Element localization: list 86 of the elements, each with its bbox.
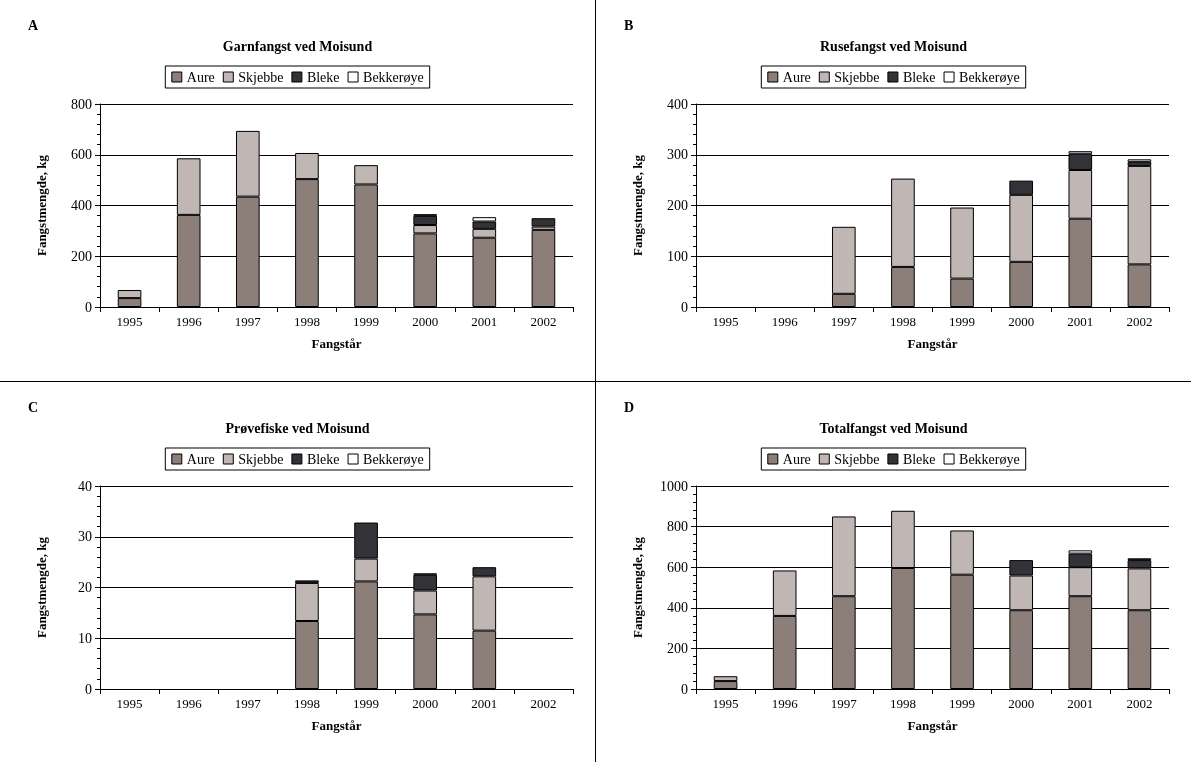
x-axis-title: Fangstår xyxy=(907,718,958,733)
legend-label: Bekkerøye xyxy=(363,69,424,85)
x-tick-label: 1995 xyxy=(116,314,143,329)
y-tick-label: 0 xyxy=(681,299,688,315)
y-axis-title: Fangstmengde, kg xyxy=(34,536,49,639)
x-axis-title: Fangstår xyxy=(907,336,958,351)
x-tick-label: 2000 xyxy=(1008,696,1035,711)
y-tick-label: 10 xyxy=(78,630,92,646)
y-tick-label: 40 xyxy=(78,478,92,494)
legend-label: Aure xyxy=(186,69,215,85)
legend-label: Bekkerøye xyxy=(959,69,1020,85)
legend-label: Bleke xyxy=(902,451,936,467)
x-tick-label: 1998 xyxy=(889,314,916,329)
legend-label: Skjebbe xyxy=(238,69,284,85)
y-tick-label: 30 xyxy=(78,529,92,545)
legend-label: Bleke xyxy=(306,451,340,467)
x-tick-label: 1996 xyxy=(175,696,203,711)
y-tick-label: 1000 xyxy=(660,478,688,494)
legend-label: Aure xyxy=(186,451,215,467)
text: A xyxy=(28,18,39,34)
y-tick-label: 600 xyxy=(667,559,688,575)
y-axis-title: Fangstmengde, kg xyxy=(630,154,645,257)
x-axis-title: Fangstår xyxy=(311,336,362,351)
text: D xyxy=(624,400,635,416)
y-tick-label: 600 xyxy=(71,147,92,163)
text: C xyxy=(28,400,39,416)
y-tick-label: 0 xyxy=(85,299,92,315)
x-tick-label: 1997 xyxy=(234,314,262,329)
x-tick-label: 2002 xyxy=(1126,696,1153,711)
x-tick-label: 2001 xyxy=(1067,314,1094,329)
x-tick-label: 1995 xyxy=(116,696,143,711)
bar xyxy=(531,218,556,227)
x-tick-label: 1996 xyxy=(771,696,799,711)
y-tick-label: 200 xyxy=(667,640,688,656)
x-tick-label: 2001 xyxy=(471,696,498,711)
x-tick-label: 2000 xyxy=(412,314,439,329)
y-tick-label: 100 xyxy=(667,248,688,264)
y-axis-title: Fangstmengde, kg xyxy=(630,536,645,639)
y-tick-label: 300 xyxy=(667,147,688,163)
x-tick-label: 2002 xyxy=(1126,314,1153,329)
y-tick-label: 400 xyxy=(667,96,688,112)
legend-label: Skjebbe xyxy=(238,451,284,467)
x-tick-label: 1995 xyxy=(712,314,739,329)
y-tick-label: 800 xyxy=(667,519,688,535)
x-tick-label: 2002 xyxy=(530,696,557,711)
legend-label: Bleke xyxy=(902,69,936,85)
x-tick-label: 1996 xyxy=(771,314,799,329)
x-axis-title: Fangstår xyxy=(311,718,362,733)
x-tick-label: 2000 xyxy=(412,696,439,711)
x-tick-label: 1997 xyxy=(830,696,858,711)
text: B xyxy=(624,18,634,34)
x-tick-label: 2000 xyxy=(1008,314,1035,329)
legend-label: Bekkerøye xyxy=(959,451,1020,467)
x-tick-label: 1999 xyxy=(949,314,976,329)
chart-title: Garnfangst ved Moisund xyxy=(222,38,373,54)
x-tick-label: 1998 xyxy=(293,696,320,711)
y-tick-label: 200 xyxy=(71,248,92,264)
x-tick-label: 2001 xyxy=(1067,696,1094,711)
x-tick-label: 1999 xyxy=(353,696,380,711)
legend-label: Aure xyxy=(782,451,811,467)
x-tick-label: 1996 xyxy=(175,314,203,329)
y-tick-label: 400 xyxy=(71,198,92,213)
legend-label: Bekkerøye xyxy=(363,451,424,467)
x-tick-label: 1998 xyxy=(889,696,916,711)
y-tick-label: 0 xyxy=(681,681,688,697)
legend-label: Skjebbe xyxy=(834,69,880,85)
chart-title: Prøvefiske ved Moisund xyxy=(225,420,370,436)
chart-title: Totalfangst ved Moisund xyxy=(819,420,968,436)
x-tick-label: 1997 xyxy=(234,696,262,711)
x-tick-label: 2002 xyxy=(530,314,557,329)
legend-label: Bleke xyxy=(306,69,340,85)
y-tick-label: 400 xyxy=(667,600,688,616)
x-tick-label: 1999 xyxy=(353,314,380,329)
y-tick-label: 20 xyxy=(78,580,92,595)
y-tick-label: 800 xyxy=(71,96,92,112)
y-axis-title: Fangstmengde, kg xyxy=(34,154,49,257)
legend-label: Skjebbe xyxy=(834,451,880,467)
chart-title: Rusefangst ved Moisund xyxy=(819,38,968,54)
x-tick-label: 1998 xyxy=(293,314,320,329)
x-tick-label: 1999 xyxy=(949,696,976,711)
y-tick-label: 200 xyxy=(667,198,688,213)
x-tick-label: 2001 xyxy=(471,314,498,329)
legend-label: Aure xyxy=(782,69,811,85)
y-tick-label: 0 xyxy=(85,681,92,697)
x-tick-label: 1995 xyxy=(712,696,739,711)
x-tick-label: 1997 xyxy=(830,314,858,329)
